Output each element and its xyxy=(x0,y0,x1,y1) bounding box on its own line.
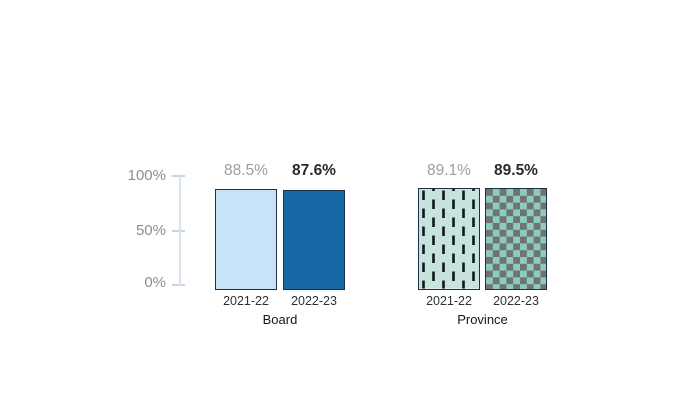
y-axis-label-100: 100% xyxy=(127,167,166,184)
bar-province-2021-22 xyxy=(418,188,480,290)
value-label-board-2022-23: 87.6% xyxy=(292,162,336,179)
group-label-board: Board xyxy=(262,312,298,327)
y-axis-tick-0 xyxy=(172,284,185,286)
checkerboard-pattern xyxy=(486,189,546,289)
bar-board-2021-22 xyxy=(215,189,277,290)
x-label-board-2021-22: 2021-22 xyxy=(223,294,269,308)
y-axis-label-0: 0% xyxy=(144,274,166,291)
y-axis-tick-50 xyxy=(172,230,185,232)
value-label-province-2021-22: 89.1% xyxy=(427,162,471,179)
bar-province-2022-23 xyxy=(485,188,547,290)
value-label-province-2022-23: 89.5% xyxy=(494,162,538,179)
y-axis-line xyxy=(179,176,181,286)
y-axis-tick-100 xyxy=(172,175,185,177)
x-label-board-2022-23: 2022-23 xyxy=(291,294,337,308)
y-axis-label-50: 50% xyxy=(135,222,166,239)
value-label-board-2021-22: 88.5% xyxy=(224,162,268,179)
x-label-province-2021-22: 2021-22 xyxy=(426,294,472,308)
bar-board-2022-23 xyxy=(283,190,345,290)
vertical-dashes-pattern xyxy=(419,189,479,289)
x-label-province-2022-23: 2022-23 xyxy=(493,294,539,308)
group-label-province: Province xyxy=(457,312,508,327)
